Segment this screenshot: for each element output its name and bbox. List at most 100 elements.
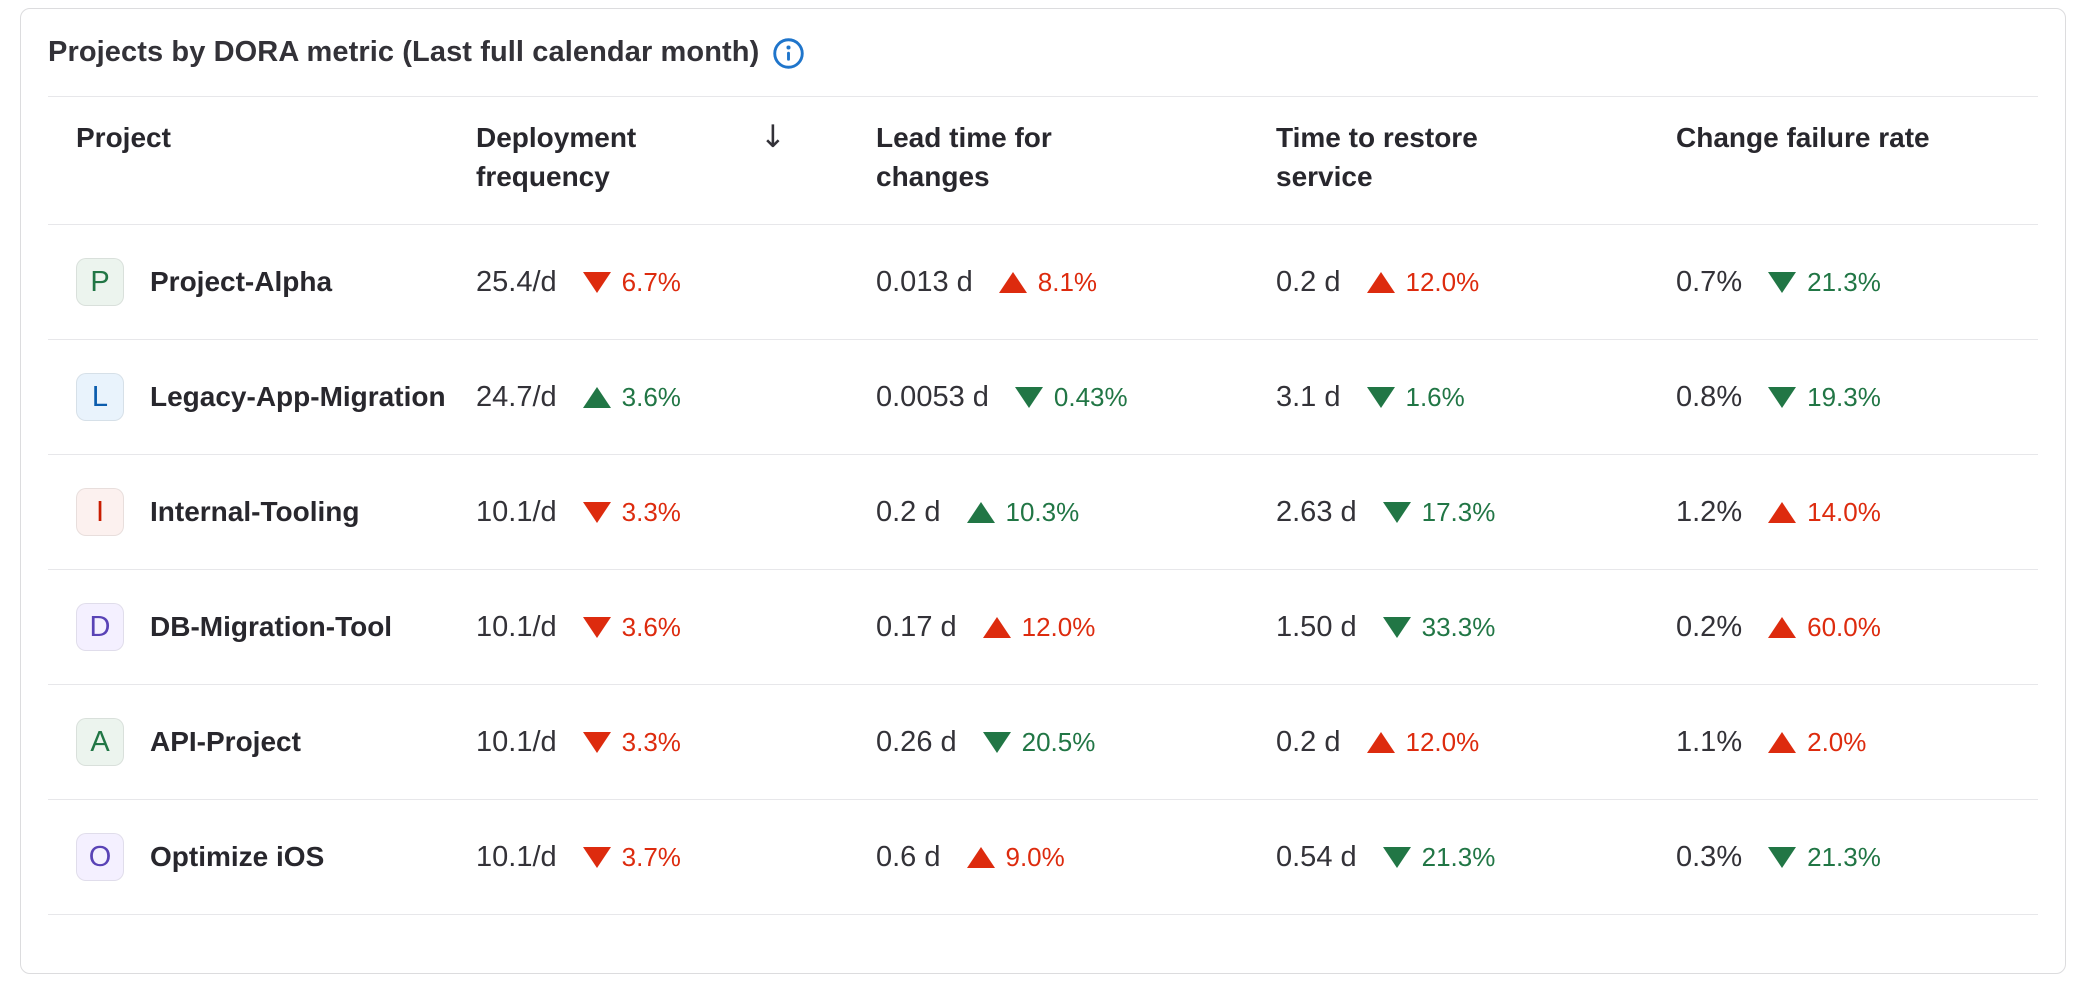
metric-deployment-frequency: 10.1/d 3.3% xyxy=(448,726,848,759)
project-link[interactable]: L Legacy-App-Migration xyxy=(48,373,448,421)
trend-percent: 21.3% xyxy=(1807,266,1881,297)
metric-lead-time: 0.26 d 20.5% xyxy=(848,726,1248,759)
metric-deployment-frequency: 24.7/d 3.6% xyxy=(448,381,848,414)
trend-indicator: 21.3% xyxy=(1382,842,1495,873)
trend-indicator: 19.3% xyxy=(1768,382,1881,413)
trend-arrow-icon xyxy=(1014,386,1043,408)
metric-change-failure-rate: 0.3% 21.3% xyxy=(1648,841,2038,874)
trend-indicator: 1.6% xyxy=(1366,381,1465,413)
project-name[interactable]: DB-Migration-Tool xyxy=(150,611,393,642)
project-link[interactable]: O Optimize iOS xyxy=(48,833,448,881)
metric-value: 3.1 d xyxy=(1276,380,1341,413)
trend-percent: 20.5% xyxy=(1021,726,1096,757)
trend-indicator: 21.3% xyxy=(1768,267,1881,298)
trend-arrow-icon xyxy=(982,731,1011,753)
trend-percent: 14.0% xyxy=(1807,496,1881,527)
trend-indicator: 3.6% xyxy=(582,381,681,413)
project-name[interactable]: Project-Alpha xyxy=(150,266,333,297)
table-row: D DB-Migration-Tool 10.1/d 3.6% 0.17 d 1… xyxy=(48,570,2038,685)
trend-percent: 12.0% xyxy=(1405,726,1480,757)
trend-arrow-icon xyxy=(1768,386,1797,408)
metric-value: 0.2% xyxy=(1676,610,1743,643)
metric-time-to-restore: 0.2 d 12.0% xyxy=(1248,266,1648,299)
dora-metrics-card: Projects by DORA metric (Last full calen… xyxy=(20,8,2066,974)
metric-value: 0.2 d xyxy=(1276,725,1341,758)
column-header-deployment-frequency[interactable]: Deployment frequency ↓ xyxy=(448,119,848,196)
metric-time-to-restore: 2.63 d 17.3% xyxy=(1248,496,1648,529)
trend-indicator: 12.0% xyxy=(982,612,1095,643)
card-title: Projects by DORA metric (Last full calen… xyxy=(48,36,760,68)
project-avatar: O xyxy=(76,833,124,881)
trend-percent: 0.43% xyxy=(1053,381,1128,412)
metric-value: 0.0053 d xyxy=(876,380,989,413)
metric-change-failure-rate: 1.2% 14.0% xyxy=(1648,496,2038,529)
metric-time-to-restore: 1.50 d 33.3% xyxy=(1248,611,1648,644)
trend-percent: 3.6% xyxy=(621,381,681,412)
trend-indicator: 0.43% xyxy=(1014,381,1128,413)
trend-percent: 3.3% xyxy=(621,726,681,757)
metric-time-to-restore: 0.2 d 12.0% xyxy=(1248,726,1648,759)
metric-lead-time: 0.013 d 8.1% xyxy=(848,266,1248,299)
project-name[interactable]: Optimize iOS xyxy=(150,841,325,872)
trend-arrow-icon xyxy=(1768,731,1797,753)
trend-arrow-icon xyxy=(982,616,1011,638)
project-avatar: I xyxy=(76,488,124,536)
trend-indicator: 3.3% xyxy=(582,726,681,758)
project-avatar: L xyxy=(76,373,124,421)
project-name[interactable]: Legacy-App-Migration xyxy=(150,381,446,412)
project-link[interactable]: A API-Project xyxy=(48,718,448,766)
trend-percent: 10.3% xyxy=(1005,496,1080,527)
trend-percent: 9.0% xyxy=(1005,841,1065,872)
sort-descending-icon[interactable]: ↓ xyxy=(760,119,786,155)
trend-arrow-icon xyxy=(1768,616,1797,638)
trend-arrow-icon xyxy=(998,271,1027,293)
trend-indicator: 3.3% xyxy=(582,497,681,528)
metric-change-failure-rate: 0.7% 21.3% xyxy=(1648,266,2038,299)
metric-deployment-frequency: 10.1/d 3.6% xyxy=(448,611,848,644)
metric-value: 0.6 d xyxy=(876,840,941,873)
trend-percent: 1.6% xyxy=(1405,381,1465,412)
project-avatar: P xyxy=(76,258,124,306)
trend-arrow-icon xyxy=(1382,501,1411,523)
trend-indicator: 60.0% xyxy=(1768,612,1881,643)
trend-indicator: 8.1% xyxy=(998,266,1098,298)
metric-value: 10.1/d xyxy=(476,495,557,528)
trend-arrow-icon xyxy=(1366,386,1395,408)
column-header-label: Lead time for changes xyxy=(876,122,1052,192)
metric-change-failure-rate: 1.1% 2.0% xyxy=(1648,726,2038,759)
trend-arrow-icon xyxy=(582,731,611,753)
metric-value: 10.1/d xyxy=(476,840,557,873)
project-link[interactable]: D DB-Migration-Tool xyxy=(48,603,448,651)
trend-percent: 2.0% xyxy=(1807,726,1867,757)
trend-indicator: 10.3% xyxy=(966,496,1080,528)
dora-table: Project Deployment frequency ↓ Lead time… xyxy=(48,97,2038,915)
trend-percent: 8.1% xyxy=(1037,266,1098,297)
table-row: L Legacy-App-Migration 24.7/d 3.6% 0.005… xyxy=(48,340,2038,455)
info-icon[interactable] xyxy=(773,38,805,69)
metric-value: 0.54 d xyxy=(1276,840,1357,873)
column-header-project[interactable]: Project xyxy=(48,119,448,158)
table-header-row: Project Deployment frequency ↓ Lead time… xyxy=(48,97,2038,225)
metric-time-to-restore: 0.54 d 21.3% xyxy=(1248,841,1648,874)
column-header-time-to-restore[interactable]: Time to restore service xyxy=(1248,119,1648,196)
trend-percent: 6.7% xyxy=(621,266,681,297)
column-header-label: Time to restore service xyxy=(1276,122,1478,192)
trend-indicator: 12.0% xyxy=(1366,726,1480,758)
metric-change-failure-rate: 0.2% 60.0% xyxy=(1648,611,2038,644)
trend-arrow-icon xyxy=(582,616,611,638)
project-link[interactable]: P Project-Alpha xyxy=(48,258,448,306)
metric-value: 2.63 d xyxy=(1276,495,1357,528)
trend-indicator: 14.0% xyxy=(1768,497,1881,528)
trend-percent: 12.0% xyxy=(1405,266,1480,297)
trend-percent: 17.3% xyxy=(1421,496,1496,527)
column-header-change-failure-rate[interactable]: Change failure rate xyxy=(1648,119,2038,158)
project-name[interactable]: API-Project xyxy=(150,726,301,757)
project-name[interactable]: Internal-Tooling xyxy=(150,496,360,527)
trend-arrow-icon xyxy=(1366,731,1395,753)
table-row: P Project-Alpha 25.4/d 6.7% 0.013 d 8.1%… xyxy=(48,225,2038,340)
trend-indicator: 3.6% xyxy=(582,612,681,643)
metric-time-to-restore: 3.1 d 1.6% xyxy=(1248,381,1648,414)
column-header-lead-time[interactable]: Lead time for changes xyxy=(848,119,1248,196)
card-header: Projects by DORA metric (Last full calen… xyxy=(48,9,2038,97)
project-link[interactable]: I Internal-Tooling xyxy=(48,488,448,536)
